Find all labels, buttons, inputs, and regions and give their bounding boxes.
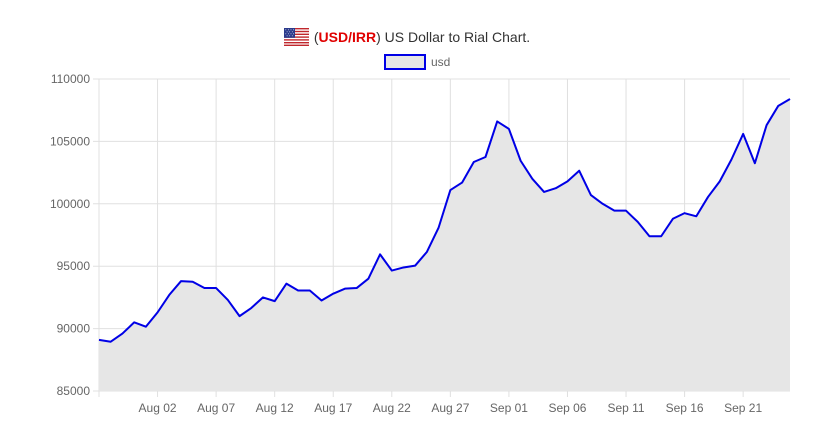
- data-point[interactable]: [494, 118, 500, 124]
- data-point[interactable]: [693, 213, 699, 219]
- data-point[interactable]: [682, 210, 688, 216]
- chart-title: (USD/IRR) US Dollar to Rial Chart.: [0, 28, 814, 46]
- data-point[interactable]: [717, 178, 723, 184]
- data-point[interactable]: [600, 201, 606, 207]
- data-point[interactable]: [213, 285, 219, 291]
- currency-pair: USD/IRR: [318, 29, 377, 45]
- x-tick-label: Aug 17: [314, 401, 352, 415]
- data-point[interactable]: [740, 131, 746, 137]
- series-area-usd: [99, 98, 790, 391]
- data-point[interactable]: [248, 305, 254, 311]
- y-tick-label: 105000: [50, 134, 90, 148]
- data-point[interactable]: [705, 194, 711, 200]
- legend-label-usd[interactable]: usd: [431, 55, 450, 69]
- data-point[interactable]: [96, 337, 102, 343]
- data-point[interactable]: [506, 126, 512, 132]
- y-tick-label: 110000: [51, 72, 90, 86]
- data-point[interactable]: [658, 233, 664, 239]
- data-point[interactable]: [401, 264, 407, 270]
- legend-swatch-usd[interactable]: [384, 54, 426, 70]
- y-tick-label: 90000: [57, 322, 91, 336]
- title-open-paren: (: [313, 29, 319, 45]
- x-tick-label: Sep 11: [607, 401, 644, 415]
- data-point[interactable]: [190, 279, 196, 285]
- data-point[interactable]: [260, 294, 266, 300]
- data-point[interactable]: [646, 233, 652, 239]
- series-line-usd[interactable]: [98, 98, 791, 343]
- y-tick-label: 85000: [57, 384, 91, 398]
- y-axis: 85000 90000 95000 100000 105000 110000: [50, 72, 90, 398]
- data-point[interactable]: [354, 285, 360, 291]
- legend[interactable]: usd: [384, 54, 450, 70]
- x-tick-label: Aug 02: [139, 401, 177, 415]
- x-tick-label: Aug 27: [431, 401, 469, 415]
- data-point[interactable]: [787, 96, 793, 102]
- data-point[interactable]: [471, 159, 477, 165]
- data-point[interactable]: [518, 158, 524, 164]
- data-point[interactable]: [611, 208, 617, 214]
- data-point[interactable]: [389, 268, 395, 274]
- x-axis: Aug 02 Aug 07 Aug 12 Aug 17 Aug 22 Aug 27 Sep …: [139, 401, 763, 415]
- data-point[interactable]: [225, 297, 231, 303]
- data-point[interactable]: [670, 216, 676, 222]
- data-point[interactable]: [752, 160, 758, 166]
- data-point[interactable]: [541, 189, 547, 195]
- data-point[interactable]: [529, 176, 535, 182]
- data-point[interactable]: [459, 180, 465, 186]
- data-point[interactable]: [272, 298, 278, 304]
- data-point[interactable]: [108, 339, 114, 345]
- data-point[interactable]: [436, 225, 442, 231]
- data-point[interactable]: [764, 122, 770, 128]
- data-point[interactable]: [295, 288, 301, 294]
- data-point[interactable]: [424, 249, 430, 255]
- data-point[interactable]: [166, 292, 172, 298]
- data-point[interactable]: [553, 185, 559, 191]
- title-text: ) US Dollar to Rial Chart.: [376, 29, 531, 45]
- x-tick-label: Aug 22: [373, 401, 411, 415]
- data-point[interactable]: [201, 285, 207, 291]
- data-point[interactable]: [237, 313, 243, 319]
- data-point[interactable]: [319, 298, 325, 304]
- data-point[interactable]: [365, 276, 371, 282]
- y-tick-label: 95000: [57, 259, 91, 273]
- data-point[interactable]: [412, 263, 418, 269]
- data-point[interactable]: [143, 324, 149, 330]
- data-point[interactable]: [576, 168, 582, 174]
- data-point[interactable]: [728, 157, 734, 163]
- data-point[interactable]: [155, 309, 161, 315]
- x-tick-label: Sep 16: [666, 401, 704, 415]
- data-point[interactable]: [635, 219, 641, 225]
- data-point[interactable]: [283, 281, 289, 287]
- x-tick-label: Aug 07: [197, 401, 235, 415]
- data-point[interactable]: [342, 286, 348, 292]
- data-point[interactable]: [178, 278, 184, 284]
- data-point[interactable]: [775, 103, 781, 109]
- x-tick-label: Sep 21: [724, 401, 762, 415]
- area-layer: [96, 96, 793, 391]
- data-point[interactable]: [623, 208, 629, 214]
- x-tick-label: Sep 06: [548, 401, 586, 415]
- data-point[interactable]: [377, 251, 383, 257]
- data-point[interactable]: [588, 192, 594, 198]
- data-point[interactable]: [330, 291, 336, 297]
- y-tick-label: 100000: [50, 197, 90, 211]
- data-point[interactable]: [447, 187, 453, 193]
- data-point[interactable]: [307, 288, 313, 294]
- us-flag-icon: [283, 28, 309, 46]
- x-tick-label: Aug 12: [256, 401, 294, 415]
- x-tick-label: Sep 01: [490, 401, 528, 415]
- data-point[interactable]: [564, 178, 570, 184]
- data-point[interactable]: [119, 331, 125, 337]
- data-point[interactable]: [482, 154, 488, 160]
- data-point[interactable]: [131, 319, 137, 325]
